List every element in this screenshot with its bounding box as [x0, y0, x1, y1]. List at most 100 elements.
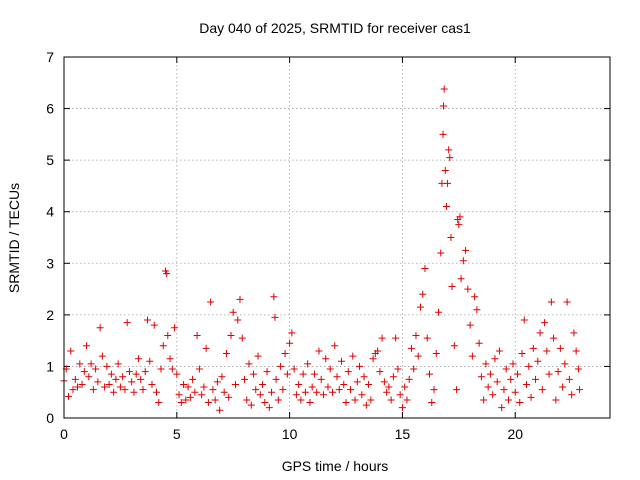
data-point [101, 383, 109, 391]
data-point [123, 319, 131, 327]
data-point [240, 375, 248, 383]
data-point [180, 380, 188, 388]
data-point [376, 368, 384, 376]
data-point [378, 334, 386, 342]
data-point [547, 298, 555, 306]
data-point [482, 360, 490, 368]
data-point [222, 350, 230, 358]
data-point [437, 249, 445, 257]
data-point [324, 383, 332, 391]
data-point [271, 313, 279, 321]
data-point [389, 373, 397, 381]
data-point [292, 391, 300, 399]
data-point [173, 370, 181, 378]
data-point [428, 399, 436, 407]
data-point [486, 370, 494, 378]
data-point [576, 386, 584, 394]
data-point [380, 378, 388, 386]
data-point [295, 380, 303, 388]
data-point [76, 360, 84, 368]
grid [64, 57, 610, 418]
data-point [565, 375, 573, 383]
data-point [416, 303, 424, 311]
data-point [394, 365, 402, 373]
data-point [480, 396, 488, 404]
data-point [177, 399, 185, 407]
data-point [216, 406, 224, 414]
data-point [333, 373, 341, 381]
data-point [218, 373, 226, 381]
data-points [60, 85, 584, 414]
data-point [69, 386, 77, 394]
data-point [432, 350, 440, 358]
data-point [270, 293, 278, 301]
data-point [365, 380, 373, 388]
data-point [207, 298, 215, 306]
data-point [261, 399, 269, 407]
data-point [513, 370, 521, 378]
data-point [234, 316, 242, 324]
data-point [286, 339, 294, 347]
data-point [164, 331, 172, 339]
data-point [491, 355, 499, 363]
data-point [168, 365, 176, 373]
data-point [532, 375, 540, 383]
y-axis-label: SRMTID / TECUs [6, 183, 22, 293]
data-point [498, 404, 506, 412]
data-point [563, 298, 571, 306]
data-point [304, 360, 312, 368]
data-point [259, 380, 267, 388]
data-point [447, 234, 455, 241]
data-point [358, 391, 366, 399]
data-point [85, 373, 93, 381]
data-point [128, 378, 136, 386]
data-point [274, 396, 282, 404]
data-point [211, 396, 219, 404]
data-point [351, 396, 359, 404]
data-point [493, 378, 501, 386]
x-axis-label: GPS time / hours [282, 458, 389, 474]
data-point [171, 324, 179, 332]
data-point [159, 342, 167, 350]
data-point [541, 319, 549, 327]
data-point [419, 290, 427, 298]
data-point [439, 102, 447, 110]
data-point [80, 368, 88, 376]
data-point [475, 339, 483, 347]
data-point [374, 347, 382, 355]
data-point [229, 308, 237, 316]
data-point [306, 399, 314, 407]
data-point [193, 331, 201, 339]
data-point [231, 380, 239, 388]
data-point [538, 386, 546, 394]
data-point [568, 391, 576, 399]
data-point [155, 399, 163, 407]
data-point [301, 388, 309, 396]
y-tick-label: 2 [46, 307, 54, 323]
data-point [134, 355, 142, 363]
data-point [83, 342, 91, 350]
data-point [572, 347, 580, 355]
data-point [250, 370, 258, 378]
data-point [92, 365, 100, 373]
data-point [191, 388, 199, 396]
data-point [331, 342, 339, 350]
data-point [523, 380, 531, 388]
data-point [561, 360, 569, 368]
data-point [455, 221, 463, 229]
data-point [403, 396, 411, 404]
data-point [103, 362, 111, 370]
data-point [74, 383, 82, 391]
y-tick-label: 7 [46, 49, 54, 65]
plot-frame [63, 56, 611, 419]
data-point [137, 375, 145, 383]
data-point [367, 396, 375, 404]
data-point [288, 329, 296, 337]
data-point [441, 166, 449, 174]
data-point [464, 285, 472, 293]
data-point [146, 357, 154, 365]
axes: 0 1 2 3 4 5 6 7 0 5 10 15 20 [46, 49, 610, 442]
data-point [119, 373, 127, 381]
x-tick-label: 5 [173, 426, 181, 442]
